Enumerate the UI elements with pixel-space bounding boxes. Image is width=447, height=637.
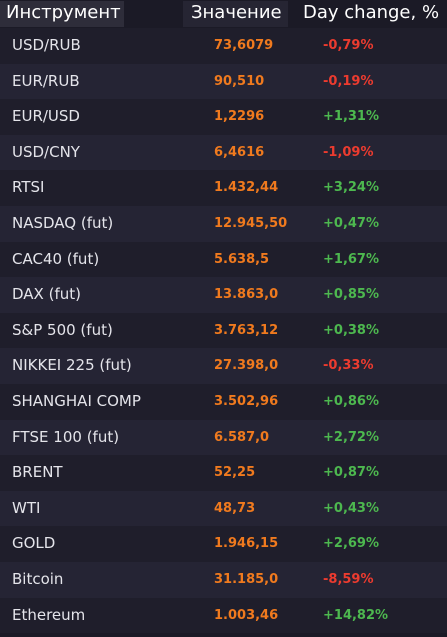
day-change: +2,72% xyxy=(323,429,379,445)
day-change: +1,67% xyxy=(323,251,379,267)
instrument-name: EUR/USD xyxy=(12,107,80,126)
table-row[interactable]: RTSI 1.432,44 +3,24% xyxy=(0,170,447,206)
table-row[interactable]: SHANGHAI COMP 3.502,96 +0,86% xyxy=(0,383,447,420)
day-change: +0,85% xyxy=(323,287,379,303)
instrument-value: 1.432,44 xyxy=(214,180,279,196)
day-change: +0,87% xyxy=(323,465,379,481)
instrument-name: CAC40 (fut) xyxy=(12,249,100,268)
table-row[interactable]: USD/CNY 6,4616 -1,09% xyxy=(0,134,447,171)
instrument-value: 3.763,12 xyxy=(214,322,279,338)
day-change: -0,79% xyxy=(323,38,374,53)
table-row[interactable]: BRENT 52,25 +0,87% xyxy=(0,455,447,491)
header-day-change[interactable]: Day change, % xyxy=(303,2,440,23)
instrument-value: 13.863,0 xyxy=(214,287,279,303)
instrument-name: RTSI xyxy=(12,178,45,197)
header-value[interactable]: Значение xyxy=(183,1,288,27)
instrument-value: 6,4616 xyxy=(214,144,265,160)
table-row[interactable]: S&P 500 (fut) 3.763,12 +0,38% xyxy=(0,312,447,349)
table-row[interactable]: Ethereum 1.003,46 +14,82% xyxy=(0,597,447,634)
day-change: +2,69% xyxy=(323,536,379,552)
instrument-value: 48,73 xyxy=(214,500,256,516)
instrument-value: 73,6079 xyxy=(214,38,274,53)
table-body: USD/RUB 73,6079 -0,79% EUR/RUB 90,510 -0,19% E… xyxy=(0,28,447,634)
instrument-name: Ethereum xyxy=(12,605,86,624)
instrument-name: DAX (fut) xyxy=(12,285,81,304)
instrument-value: 1.003,46 xyxy=(214,607,279,623)
day-change: -1,09% xyxy=(323,144,374,160)
day-change: +14,82% xyxy=(323,607,389,623)
table-header: Инструмент Значение Day change, % xyxy=(0,0,447,28)
instrument-value: 1.946,15 xyxy=(214,536,279,552)
instrument-value: 31.185,0 xyxy=(214,571,279,587)
day-change: +1,31% xyxy=(323,109,379,125)
instrument-value: 6.587,0 xyxy=(214,429,270,445)
instrument-name: NASDAQ (fut) xyxy=(12,213,114,232)
day-change: +0,38% xyxy=(323,322,379,338)
day-change: +3,24% xyxy=(323,180,379,196)
day-change: +0,43% xyxy=(323,500,379,516)
table-row[interactable]: Bitcoin 31.185,0 -8,59% xyxy=(0,561,447,598)
table-row[interactable]: EUR/USD 1,2296 +1,31% xyxy=(0,99,447,135)
instrument-name: NIKKEI 225 (fut) xyxy=(12,356,132,375)
table-row[interactable]: EUR/RUB 90,510 -0,19% xyxy=(0,63,447,100)
table-row[interactable]: NIKKEI 225 (fut) 27.398,0 -0,33% xyxy=(0,348,447,384)
day-change: +0,86% xyxy=(323,393,379,409)
instrument-name: Bitcoin xyxy=(12,569,64,588)
day-change: -0,19% xyxy=(323,73,374,89)
table-row[interactable]: CAC40 (fut) 5.638,5 +1,67% xyxy=(0,241,447,278)
instrument-name: SHANGHAI COMP xyxy=(12,391,141,410)
day-change: -8,59% xyxy=(323,571,374,587)
header-instrument[interactable]: Инструмент xyxy=(0,1,124,27)
instrument-name: FTSE 100 (fut) xyxy=(12,427,120,446)
instrument-value: 52,25 xyxy=(214,465,256,481)
instrument-name: S&P 500 (fut) xyxy=(12,320,113,339)
instrument-value: 90,510 xyxy=(214,73,265,89)
instrument-value: 27.398,0 xyxy=(214,358,279,374)
table-row[interactable]: FTSE 100 (fut) 6.587,0 +2,72% xyxy=(0,419,447,456)
day-change: -0,33% xyxy=(323,358,374,374)
instrument-name: USD/RUB xyxy=(12,36,81,54)
instrument-value: 5.638,5 xyxy=(214,251,270,267)
instrument-name: BRENT xyxy=(12,463,63,482)
instrument-name: USD/CNY xyxy=(12,142,80,161)
day-change: +0,47% xyxy=(323,215,379,231)
table-row[interactable]: WTI 48,73 +0,43% xyxy=(0,490,447,527)
instrument-name: EUR/RUB xyxy=(12,71,80,90)
instrument-value: 3.502,96 xyxy=(214,393,279,409)
instrument-value: 12.945,50 xyxy=(214,215,288,231)
instrument-name: WTI xyxy=(12,498,41,517)
instrument-name: GOLD xyxy=(12,534,56,553)
table-row[interactable]: USD/RUB 73,6079 -0,79% xyxy=(0,28,447,64)
table-row[interactable]: NASDAQ (fut) 12.945,50 +0,47% xyxy=(0,205,447,242)
instrument-value: 1,2296 xyxy=(214,109,265,125)
table-row[interactable]: GOLD 1.946,15 +2,69% xyxy=(0,526,447,562)
table-row[interactable]: DAX (fut) 13.863,0 +0,85% xyxy=(0,277,447,313)
